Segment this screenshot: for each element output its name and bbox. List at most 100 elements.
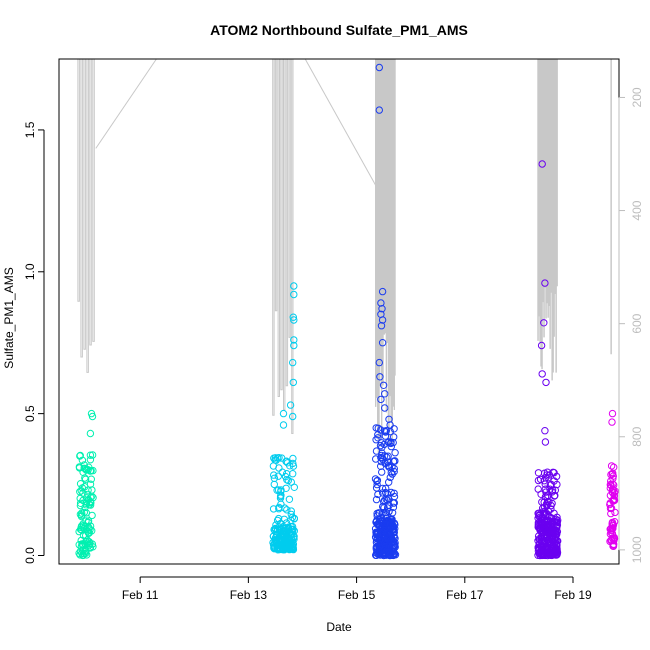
data-point <box>273 454 282 462</box>
data-point <box>290 290 298 299</box>
data-point <box>290 316 298 324</box>
data-point <box>544 491 552 500</box>
data-point <box>86 526 94 534</box>
data-point <box>378 316 387 324</box>
data-point <box>380 452 389 460</box>
data-point <box>88 486 96 494</box>
y-tick-label: 0.0 <box>23 547 37 564</box>
data-point <box>279 524 287 532</box>
data-point <box>544 512 552 520</box>
data-point <box>289 542 297 550</box>
data-point <box>286 401 295 409</box>
data-point <box>387 488 395 497</box>
data-point <box>374 431 382 439</box>
data-point <box>378 339 387 347</box>
x-tick-label: Feb 17 <box>446 588 484 602</box>
data-point <box>79 531 88 539</box>
data-point <box>89 543 97 551</box>
series-flight-4 <box>534 160 562 560</box>
data-point <box>542 378 550 387</box>
series-flight-2 <box>269 282 298 554</box>
data-point <box>536 527 544 535</box>
data-point <box>386 551 395 559</box>
data-point <box>606 500 614 509</box>
data-point <box>607 509 615 518</box>
data-point <box>377 453 385 462</box>
data-point <box>607 536 616 544</box>
data-point <box>382 547 391 555</box>
data-point <box>375 63 383 72</box>
data-point <box>290 483 298 491</box>
data-point <box>286 462 294 470</box>
data-point <box>534 476 543 485</box>
data-point <box>269 462 278 470</box>
data-point <box>281 472 290 481</box>
data-point <box>380 504 388 512</box>
data-point <box>377 299 385 307</box>
data-point <box>84 518 92 527</box>
data-point <box>271 524 280 533</box>
data-point <box>283 529 291 537</box>
pressure-profile-layer <box>77 58 612 453</box>
data-point <box>385 478 393 486</box>
data-point <box>386 473 394 482</box>
data-point <box>377 322 386 330</box>
secondary-tick-label: 800 <box>630 426 644 446</box>
data-point <box>86 456 95 464</box>
pressure-profile-3 <box>375 59 396 453</box>
data-point <box>375 106 383 114</box>
data-point <box>553 518 561 526</box>
data-point <box>280 515 288 523</box>
data-point <box>381 390 389 398</box>
data-point <box>383 490 391 498</box>
data-point <box>372 436 380 444</box>
data-point <box>541 427 549 435</box>
data-point <box>383 504 392 512</box>
data-point <box>552 537 560 545</box>
data-point <box>289 470 297 478</box>
secondary-tick-label: 1000 <box>630 536 644 563</box>
data-point <box>379 489 387 497</box>
data-point <box>86 501 95 509</box>
data-point <box>541 485 550 493</box>
data-point <box>375 546 383 554</box>
data-point <box>549 528 557 536</box>
data-point <box>280 546 289 554</box>
data-point <box>382 427 390 435</box>
data-point <box>77 512 86 521</box>
data-point <box>376 441 385 450</box>
data-point <box>279 409 288 418</box>
data-point <box>87 493 95 502</box>
data-point <box>540 319 548 327</box>
data-point <box>380 440 388 449</box>
secondary-tick-label: 400 <box>630 200 644 220</box>
data-point <box>540 469 549 477</box>
x-tick-label: Feb 19 <box>554 588 592 602</box>
data-point <box>609 486 618 494</box>
series-flight-3 <box>371 63 400 560</box>
data-point <box>290 336 298 344</box>
data-point <box>549 551 558 559</box>
data-point <box>77 523 85 532</box>
data-point <box>77 542 86 551</box>
data-point <box>548 522 556 531</box>
data-point <box>375 509 383 517</box>
data-point <box>290 341 298 350</box>
data-point <box>385 415 393 423</box>
data-point <box>607 470 615 479</box>
data-point <box>542 500 551 508</box>
data-point <box>276 532 285 540</box>
data-point <box>551 486 559 494</box>
data-point <box>537 341 546 350</box>
data-point <box>78 484 87 492</box>
data-point <box>289 454 297 463</box>
data-point <box>287 510 295 519</box>
data-point <box>290 282 298 290</box>
data-point <box>389 503 398 511</box>
x-tick-label: Feb 15 <box>338 588 376 602</box>
data-point <box>380 496 389 504</box>
data-point <box>388 518 396 527</box>
data-point <box>372 484 381 492</box>
data-point <box>83 540 92 548</box>
